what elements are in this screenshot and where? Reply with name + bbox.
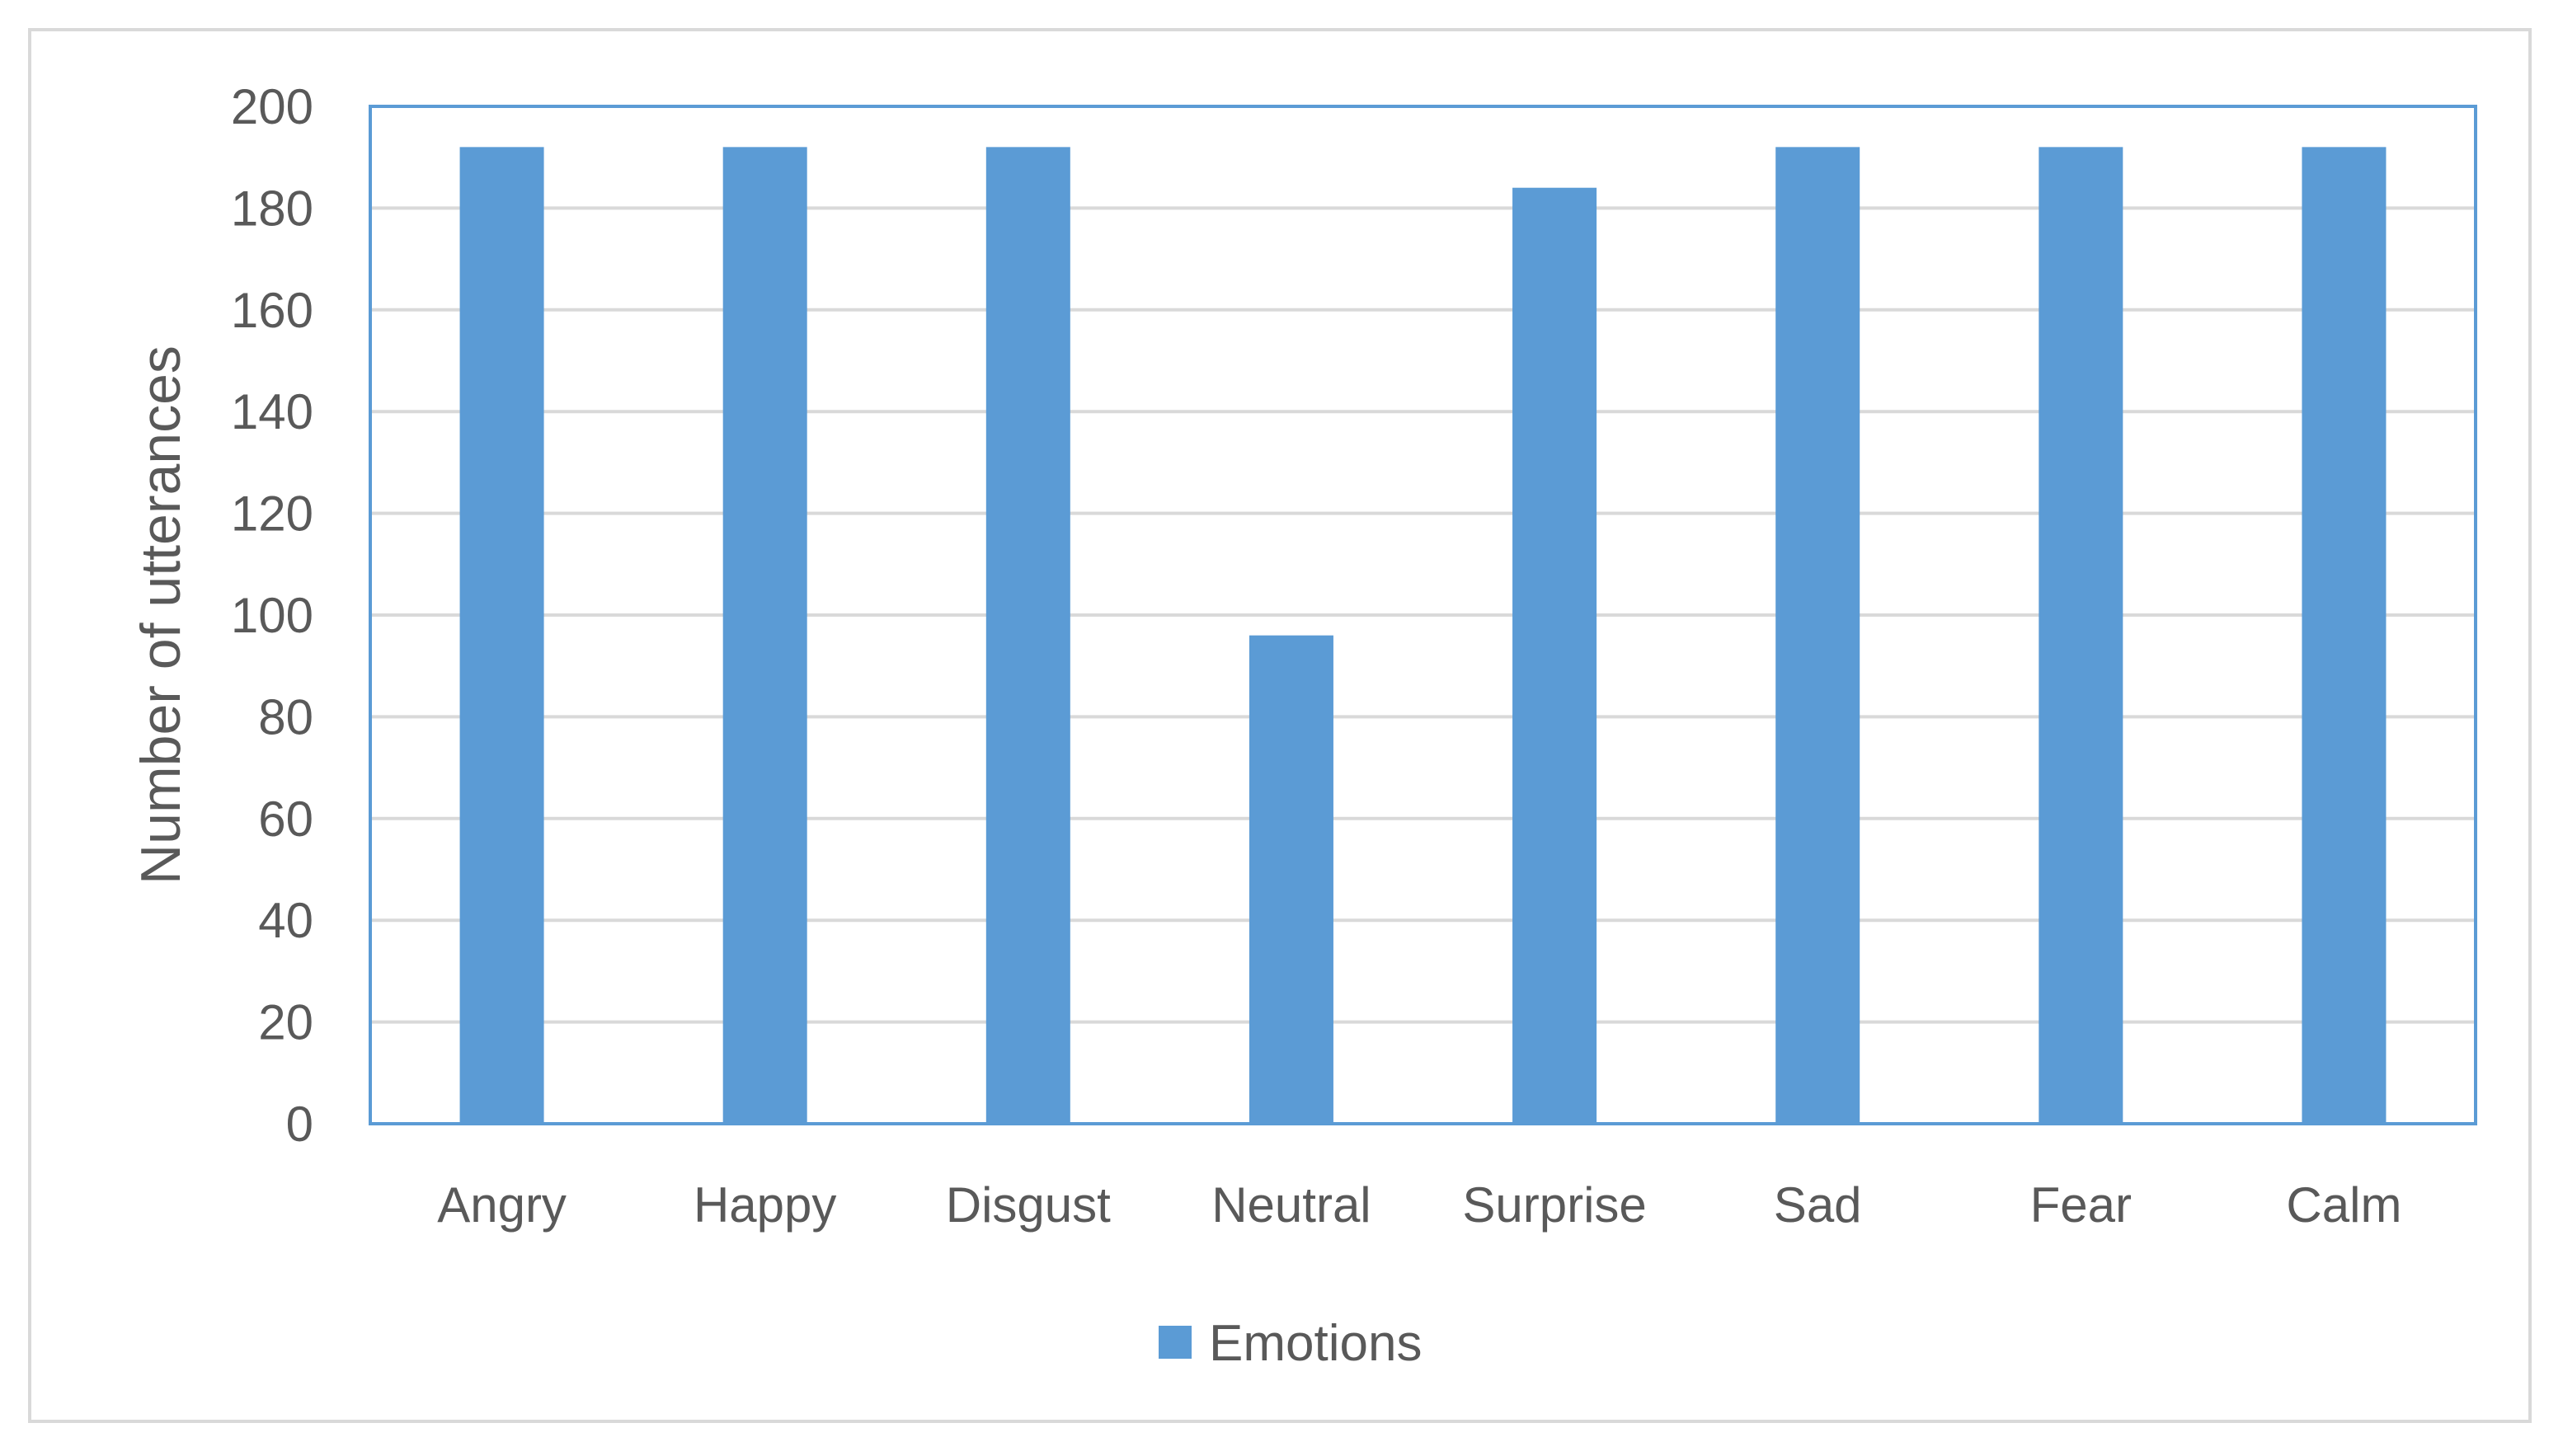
y-tick-label-20: 20 [258,995,313,1050]
x-axis-tick-labels: Angry Happy Disgust Neutral Surprise Sad Fear C… [437,1177,2401,1233]
x-tick-label-fear: Fear [2030,1177,2132,1233]
y-tick-label-140: 140 [231,384,313,439]
y-tick-label-60: 60 [258,791,313,847]
y-tick-label-160: 160 [231,283,313,338]
y-tick-label-80: 80 [258,689,313,744]
plot-area-border [369,105,2477,1125]
y-tick-label-120: 120 [231,486,313,542]
x-tick-label-angry: Angry [437,1177,567,1233]
legend-label-emotions: Emotions [1209,1315,1422,1372]
bar-happy [722,147,807,1125]
bar-neutral [1249,635,1333,1124]
x-tick-label-happy: Happy [694,1177,836,1233]
legend: Emotions [1159,1315,1422,1372]
y-axis-title: Number of utterances [129,345,192,885]
y-tick-label-40: 40 [258,893,313,948]
x-tick-label-sad: Sad [1774,1177,1862,1233]
x-tick-label-disgust: Disgust [946,1177,1111,1233]
bar-fear [2039,147,2123,1125]
y-axis-tick-labels: 0 20 40 60 80 100 120 140 160 180 200 [231,79,313,1152]
bar-disgust [985,147,1070,1125]
bar-surprise [1512,187,1597,1125]
bars [459,147,2387,1125]
y-tick-label-180: 180 [231,181,313,236]
bar-angry [459,147,544,1125]
y-tick-label-100: 100 [231,588,313,643]
x-tick-label-neutral: Neutral [1211,1177,1371,1233]
x-tick-label-calm: Calm [2286,1177,2401,1233]
y-tick-label-0: 0 [286,1097,313,1152]
gridlines [370,206,2476,1125]
x-tick-label-surprise: Surprise [1462,1177,1646,1233]
legend-swatch-emotions [1159,1326,1192,1359]
y-tick-label-200: 200 [231,79,313,134]
bar-calm [2302,147,2387,1125]
bar-sad [1775,147,1860,1125]
